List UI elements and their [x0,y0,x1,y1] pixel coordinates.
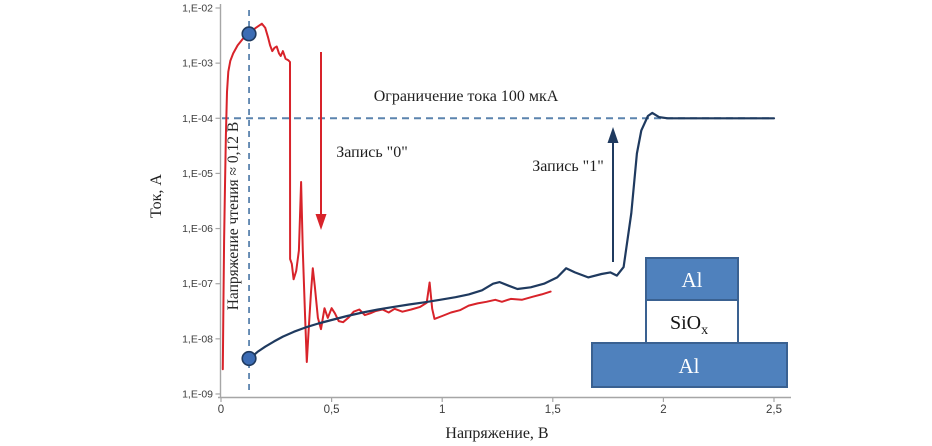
oxide-label: SiOx [670,312,708,338]
device-inset: Al SiOx Al [591,257,788,388]
write1-set-curve [248,111,776,360]
top-electrode-box [645,257,739,301]
bottom-electrode-box [591,342,788,388]
read-point-markers [241,26,257,367]
y-axis-title: Ток, А [148,174,165,218]
annotation-arrows [315,52,619,262]
write0-down-arrow-head [315,214,327,230]
write1-up-arrow-head [607,127,619,143]
oxide-label-main: SiO [670,312,701,334]
y-tick-label: 1,E-05 [182,168,213,180]
y-tick-label: 1,E-09 [182,388,213,400]
y-tick-label: 1,E-07 [182,278,213,290]
x-axis-title: Напряжение, В [445,425,548,442]
oxide-label-subscript: x [701,323,708,338]
y-tick-label: 1,E-04 [182,113,213,125]
read-voltage-label: Напряжение чтения ≈ 0,12 В [225,122,242,311]
x-tick-label: 0 [218,404,224,416]
x-tick-label: 2 [660,404,666,416]
x-tick-label: 0,5 [324,404,340,416]
read-point-marker [241,350,257,367]
y-tick-label: 1,E-03 [182,58,213,70]
y-tick-label: 1,E-06 [182,223,213,235]
write0-reset-curve [221,22,552,371]
bottom-electrode-label: Al [679,354,700,378]
x-tick-label: 2,5 [766,404,782,416]
read-point-marker [241,26,257,42]
write-zero-label: Запись "0" [336,144,408,161]
write1-up-arrow [607,127,619,262]
write-one-label: Запись "1" [532,158,604,175]
top-electrode-label: Al [682,268,703,292]
write0-down-arrow [315,52,327,230]
plot-axes: 1,E-02 1,E-03 1,E-04 1,E-05 1,E-06 1,E-07 1,E-… [182,3,791,416]
current-limit-label: Ограничение тока 100 мкА [374,88,559,105]
x-tick-label: 1,5 [545,404,561,416]
y-tick-label: 1,E-08 [182,333,213,345]
x-tick-label: 1 [439,404,445,416]
y-tick-label: 1,E-02 [182,3,213,15]
